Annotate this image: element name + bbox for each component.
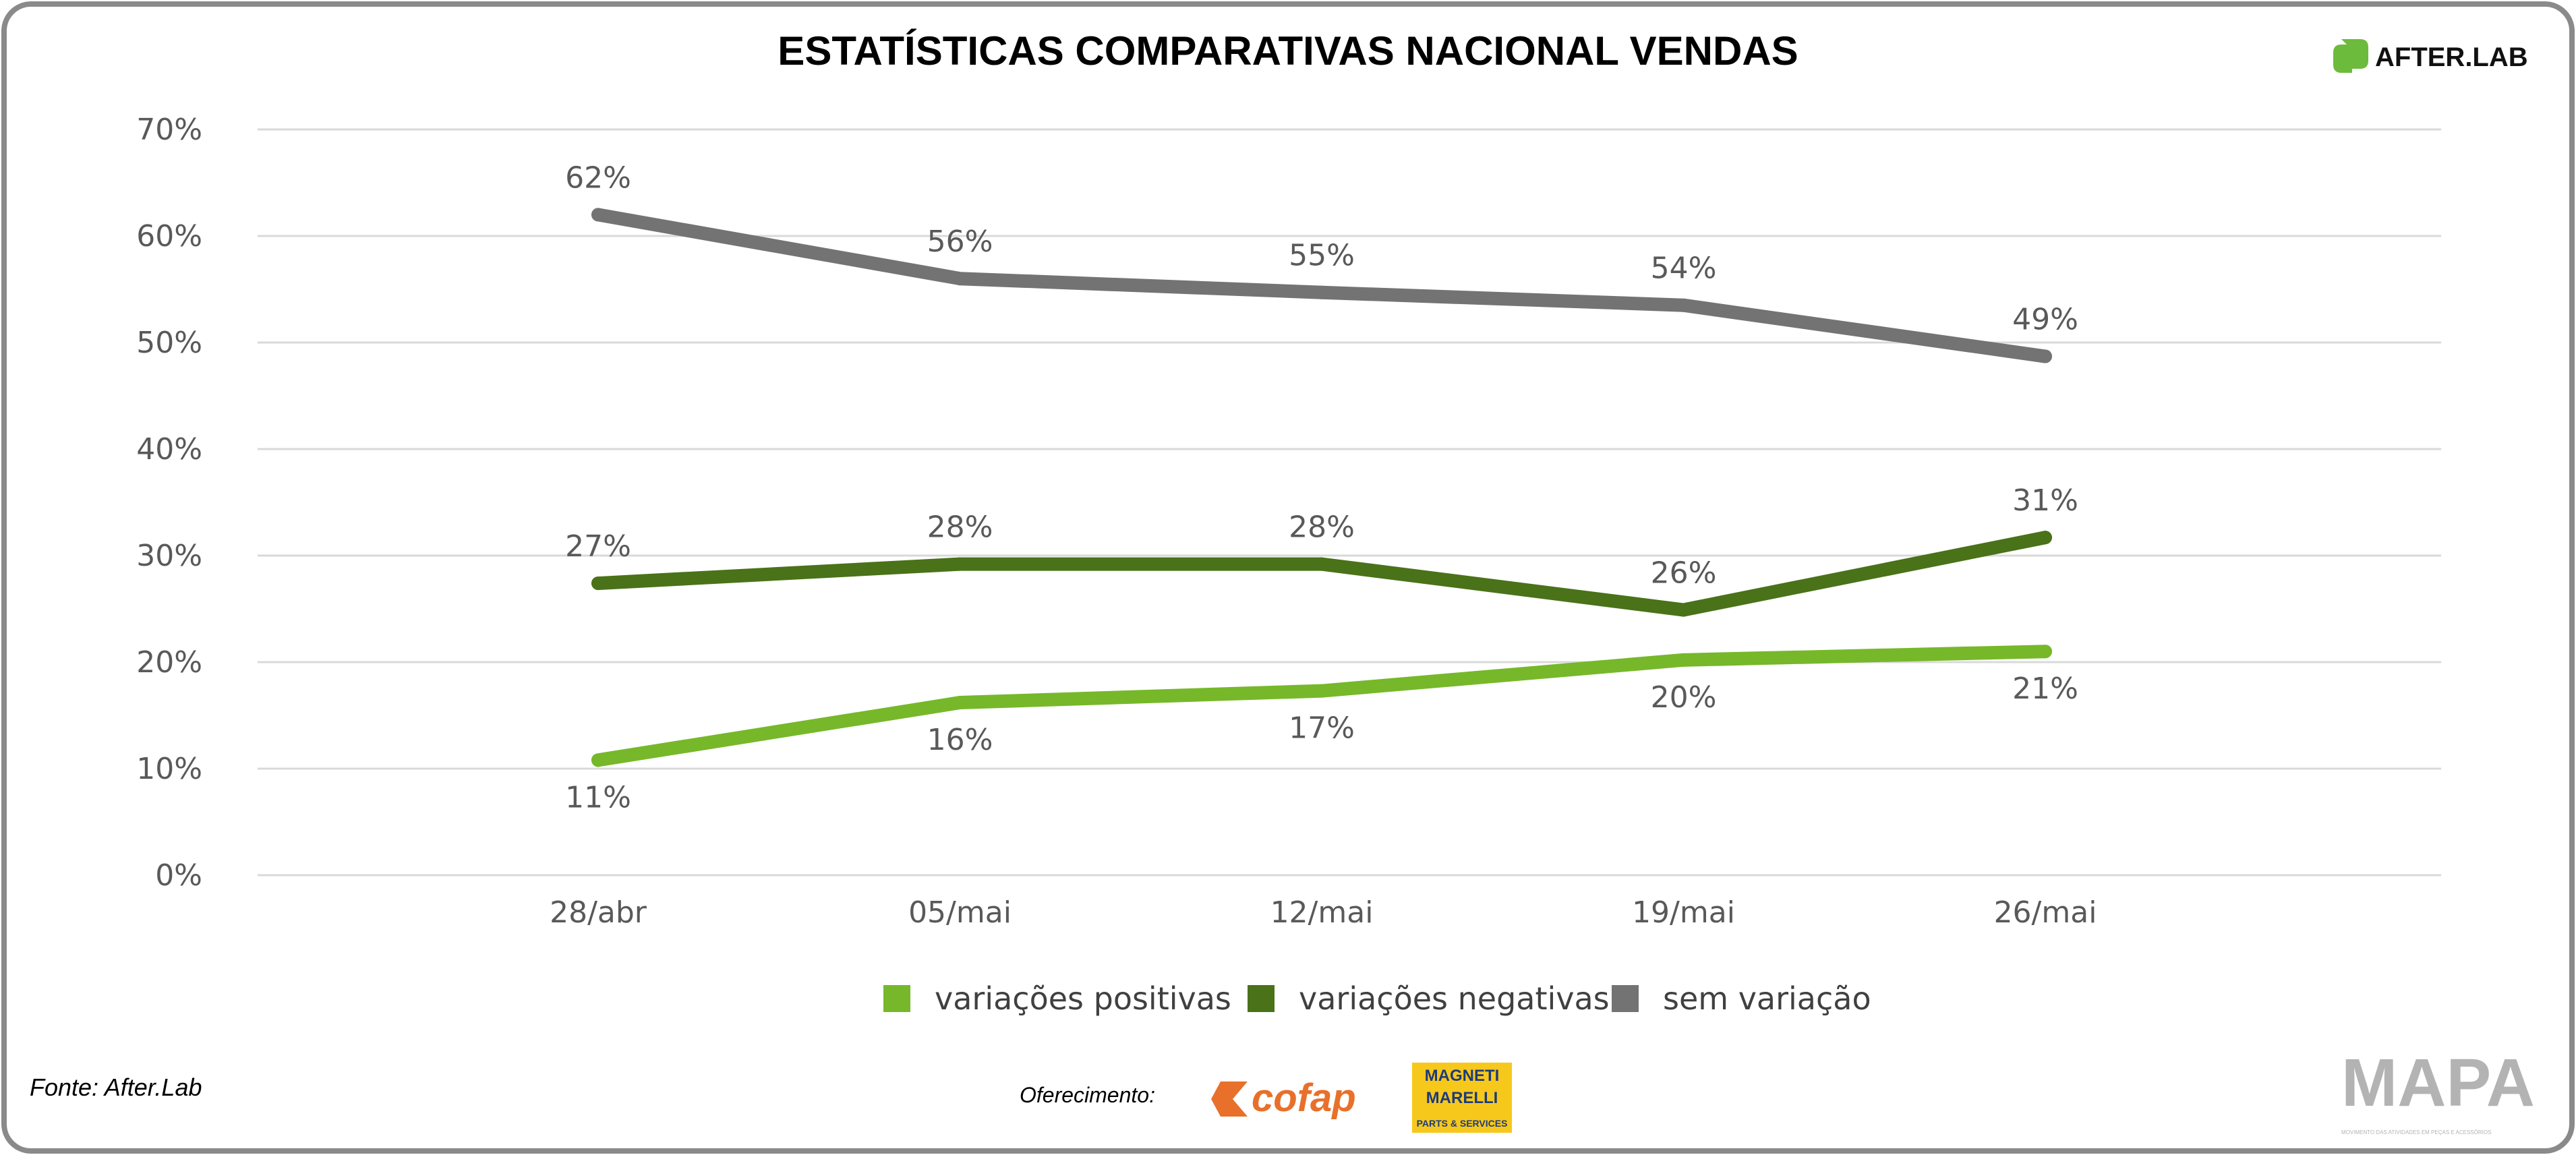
data-label: 56%	[927, 225, 993, 259]
y-tick-label: 70%	[136, 113, 202, 147]
data-point	[591, 208, 605, 222]
data-point	[2039, 349, 2052, 363]
legend-item: variações positivas	[883, 980, 1231, 1017]
data-point	[1315, 285, 1328, 299]
data-point	[953, 696, 967, 710]
legend-swatch	[883, 985, 910, 1012]
magneti-logo-line1: MAGNETI	[1425, 1067, 1500, 1085]
legend-item: variações negativas	[1248, 980, 1610, 1017]
data-point	[2039, 531, 2052, 545]
x-tick-label: 05/mai	[908, 895, 1012, 930]
cofap-logo: cofap	[1211, 1076, 1356, 1120]
data-label: 28%	[927, 510, 993, 545]
data-label: 26%	[1651, 556, 1717, 591]
y-tick-label: 60%	[136, 219, 202, 254]
series-1: 27% 28% 28% 26% 31%	[565, 483, 2078, 617]
data-point	[1676, 298, 1691, 312]
y-tick-label: 20%	[136, 645, 202, 680]
legend-label: variações positivas	[935, 980, 1231, 1017]
data-point	[1676, 653, 1691, 667]
legend-label: variações negativas	[1299, 980, 1610, 1017]
data-point	[953, 272, 967, 286]
magneti-logo-line2: MARELLI	[1426, 1089, 1498, 1107]
data-label: 62%	[565, 160, 631, 195]
data-label: 55%	[1289, 239, 1355, 273]
data-label: 16%	[927, 723, 993, 757]
data-point	[2039, 645, 2052, 659]
data-point	[591, 753, 605, 767]
magneti-marelli-logo-bg	[1412, 1063, 1512, 1133]
legend-label: sem variação	[1663, 980, 1871, 1017]
after-lab-logo-mark	[2333, 39, 2368, 73]
y-tick-label: 0%	[155, 858, 202, 893]
cofap-logo-text: cofap	[1252, 1076, 1356, 1120]
mapa-logo-text: MAPA	[2341, 1045, 2535, 1121]
series-0: 11% 16% 17% 20% 21%	[565, 645, 2078, 815]
data-point	[953, 557, 967, 571]
data-label: 54%	[1651, 251, 1717, 286]
sponsor-label: Oferecimento:	[1020, 1083, 1155, 1107]
after-lab-logo: AFTER.LAB	[2333, 39, 2528, 73]
y-tick-label: 50%	[136, 326, 202, 360]
magneti-marelli-logo: MAGNETI MARELLI PARTS & SERVICES	[1412, 1063, 1512, 1133]
chart-title: ESTATÍSTICAS COMPARATIVAS NACIONAL VENDA…	[778, 28, 1798, 73]
source-text: Fonte: After.Lab	[30, 1073, 202, 1101]
data-label: 28%	[1289, 510, 1355, 545]
data-label: 20%	[1651, 680, 1717, 715]
magneti-logo-line3: PARTS & SERVICES	[1417, 1118, 1508, 1129]
y-tick-label: 30%	[136, 539, 202, 573]
data-point	[1676, 603, 1691, 617]
data-point	[1315, 684, 1328, 698]
x-tick-label: 28/abr	[550, 895, 647, 930]
data-label: 31%	[2012, 483, 2078, 518]
data-label: 17%	[1289, 711, 1355, 746]
legend-swatch	[1248, 985, 1275, 1012]
data-point	[1315, 557, 1328, 571]
data-label: 27%	[565, 529, 631, 564]
legend-item: sem variação	[1612, 980, 1871, 1017]
x-tick-label: 26/mai	[1994, 895, 2097, 930]
data-label: 49%	[2012, 303, 2078, 337]
data-label: 11%	[565, 780, 631, 815]
mapa-logo-subtitle: MOVIMENTO DAS ATIVIDADES EM PEÇAS E ACES…	[2341, 1129, 2491, 1135]
y-tick-label: 10%	[136, 752, 202, 786]
x-tick-label: 19/mai	[1632, 895, 1735, 930]
legend-swatch	[1612, 985, 1639, 1012]
x-tick-label: 12/mai	[1270, 895, 1374, 930]
data-point	[591, 576, 605, 591]
mapa-logo: MAPA MOVIMENTO DAS ATIVIDADES EM PEÇAS E…	[2341, 1045, 2535, 1135]
data-label: 21%	[2012, 672, 2078, 706]
series-2: 62% 56% 55% 54% 49%	[565, 160, 2078, 363]
after-lab-logo-text: AFTER.LAB	[2375, 42, 2528, 72]
y-tick-label: 40%	[136, 432, 202, 467]
cofap-logo-mark	[1211, 1082, 1248, 1117]
